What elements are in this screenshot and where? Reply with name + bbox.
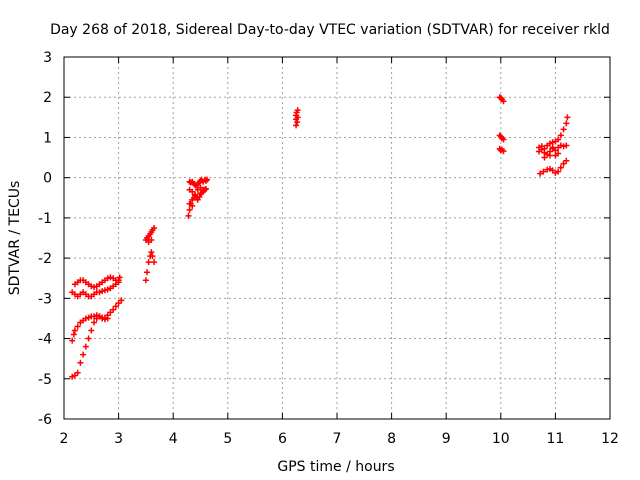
- data-point: [148, 237, 155, 244]
- data-point: [196, 193, 203, 200]
- y-tick-label: -1: [38, 211, 52, 227]
- data-point: [555, 136, 562, 143]
- data-point: [145, 259, 152, 266]
- data-point: [80, 351, 87, 358]
- data-point: [70, 331, 77, 338]
- data-point: [69, 337, 76, 344]
- data-point: [118, 297, 125, 304]
- data-point: [549, 144, 556, 151]
- data-point: [204, 176, 211, 183]
- data-points: [69, 94, 571, 380]
- plot-frame: [63, 56, 611, 420]
- data-point: [142, 277, 149, 284]
- data-point: [500, 98, 507, 105]
- x-tick-label: 9: [442, 431, 451, 447]
- data-point: [541, 145, 548, 152]
- data-point: [564, 114, 571, 121]
- data-point: [148, 249, 155, 256]
- y-tick-label: 3: [43, 50, 52, 66]
- y-axis-label: SDTVAR / TECUs: [7, 181, 23, 296]
- data-point: [200, 186, 207, 193]
- data-point: [77, 359, 84, 366]
- data-point: [500, 136, 507, 143]
- data-point: [74, 369, 81, 376]
- data-point: [151, 259, 158, 266]
- chart-title: Day 268 of 2018, Sidereal Day-to-day VTE…: [50, 22, 610, 38]
- data-point: [563, 142, 570, 149]
- data-point: [555, 150, 562, 157]
- grid: [64, 57, 610, 419]
- data-point: [500, 148, 507, 155]
- data-point: [540, 168, 547, 175]
- data-point: [91, 319, 98, 326]
- data-point: [557, 132, 564, 139]
- y-tick-label: -2: [38, 251, 52, 267]
- y-tick-label: -4: [38, 332, 52, 348]
- x-tick-label: 5: [223, 431, 232, 447]
- x-tick-label: 2: [60, 431, 69, 447]
- x-axis-label: GPS time / hours: [277, 459, 394, 475]
- y-tick-label: 2: [43, 90, 52, 106]
- x-tick-label: 7: [333, 431, 342, 447]
- data-point: [74, 323, 81, 330]
- data-point: [186, 206, 193, 213]
- data-point: [71, 327, 78, 334]
- data-point: [151, 224, 158, 231]
- y-tick-label: -6: [38, 412, 52, 428]
- x-tick-label: 8: [387, 431, 396, 447]
- x-tick-label: 6: [278, 431, 287, 447]
- data-point: [110, 306, 117, 313]
- data-point: [149, 253, 156, 260]
- data-point: [555, 168, 562, 175]
- data-point: [143, 269, 150, 276]
- data-point: [189, 202, 196, 209]
- data-point: [104, 315, 111, 322]
- y-tick-label: -3: [38, 291, 52, 307]
- data-point: [541, 154, 548, 161]
- data-point: [112, 281, 119, 288]
- data-point: [537, 170, 544, 177]
- data-point: [293, 122, 300, 129]
- x-tick-label: 11: [546, 431, 564, 447]
- data-point: [115, 277, 122, 284]
- data-point: [192, 191, 199, 198]
- y-tick-label: -5: [38, 372, 52, 388]
- x-tick-label: 12: [601, 431, 619, 447]
- data-point: [88, 327, 95, 334]
- y-tick-label: 1: [43, 130, 52, 146]
- y-tick-label: 0: [43, 171, 52, 187]
- x-tick-label: 10: [492, 431, 510, 447]
- data-point: [560, 126, 567, 133]
- data-point: [85, 335, 92, 342]
- data-point: [294, 107, 301, 114]
- data-point: [497, 95, 504, 102]
- data-point: [82, 343, 89, 350]
- data-point: [563, 157, 570, 164]
- data-point: [557, 164, 564, 171]
- data-point: [185, 212, 192, 219]
- data-point: [563, 120, 570, 127]
- data-point: [546, 152, 553, 159]
- x-tick-label: 4: [169, 431, 178, 447]
- data-point: [116, 274, 123, 281]
- data-point: [112, 303, 119, 310]
- data-point: [294, 119, 301, 126]
- data-point: [202, 177, 209, 184]
- x-tick-label: 3: [114, 431, 123, 447]
